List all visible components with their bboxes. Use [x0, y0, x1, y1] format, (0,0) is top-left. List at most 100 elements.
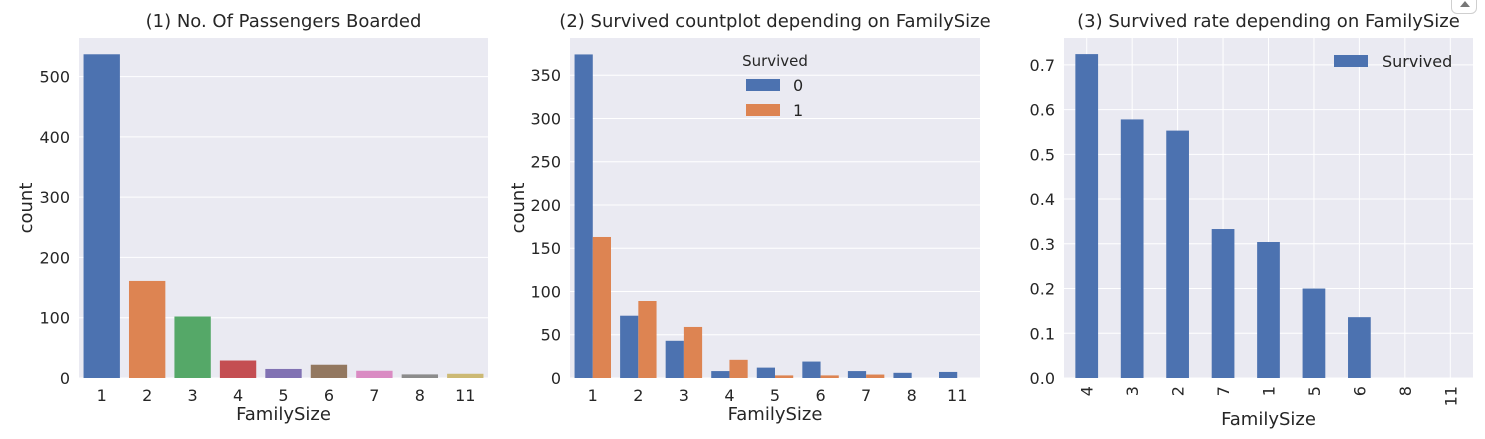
y-tick-label: 300	[530, 109, 561, 128]
y-tick-label: 400	[39, 128, 70, 147]
legend-label-0: 0	[793, 76, 803, 95]
x-tick-label: 2	[142, 386, 152, 405]
bar-survived-0-familysize-5	[756, 367, 775, 378]
y-tick-label: 300	[39, 188, 70, 207]
x-axis-label: FamilySize	[728, 404, 823, 425]
y-tick-label: 500	[39, 68, 70, 87]
y-tick-label: 0	[551, 369, 561, 388]
legend-title: Survived	[742, 52, 808, 70]
y-tick-label: 0.2	[1030, 280, 1055, 299]
legend-swatch-0	[746, 79, 780, 91]
chart-title: (3) Survived rate depending on FamilySiz…	[1077, 11, 1460, 32]
bar-familysize-6	[310, 364, 348, 378]
x-tick-label: 6	[1350, 386, 1369, 396]
x-tick-label: 4	[233, 386, 243, 405]
y-tick-label: 0.5	[1030, 145, 1055, 164]
y-tick-label: 150	[530, 239, 561, 258]
bar-familysize-4	[219, 360, 257, 378]
y-tick-label: 0.0	[1030, 369, 1055, 388]
panel-survived-countplot: 0 50 100 150 200 250 300 350 1 2 3 4 5 6 7 8 11 (2) Sur…	[508, 11, 991, 425]
legend: Survived	[1334, 52, 1452, 71]
panel-survived-rate: 0.0 0.1 0.2 0.3 0.4 0.5 0.6 0.7 4 3 2 7 1 5 6 8 11 (3) …	[1030, 11, 1473, 430]
x-tick-label: 2	[633, 386, 643, 405]
y-tick-label: 0.1	[1030, 324, 1055, 343]
bar-rate-familysize-6	[1348, 317, 1371, 378]
x-tick-label: 4	[1078, 386, 1097, 396]
bar-rate-familysize-2	[1166, 130, 1189, 378]
legend-swatch-survived	[1334, 55, 1368, 67]
legend-label-1: 1	[793, 101, 803, 120]
bar-survived-0-familysize-6	[802, 361, 821, 378]
legend-label-survived: Survived	[1382, 52, 1452, 71]
bar-familysize-3	[174, 316, 211, 378]
y-tick-label: 200	[39, 248, 70, 267]
x-tick-label: 11	[1441, 386, 1460, 406]
y-tick-label: 50	[541, 326, 561, 345]
bar-survived-1-familysize-6	[820, 375, 839, 378]
x-tick-label: 7	[861, 386, 871, 405]
y-tick-label: 0.3	[1030, 235, 1055, 254]
x-tick-label: 2	[1169, 386, 1188, 396]
y-axis-label: count	[508, 183, 529, 234]
x-tick-label: 8	[415, 386, 425, 405]
bar-rate-familysize-5	[1302, 288, 1326, 378]
bar-rate-familysize-4	[1075, 54, 1099, 379]
collapse-output-button[interactable]	[1451, 0, 1477, 14]
y-tick-label: 350	[530, 66, 561, 85]
x-tick-label: 11	[947, 386, 967, 405]
y-axis-label: count	[16, 183, 37, 234]
x-axis-label: FamilySize	[1221, 409, 1316, 430]
bar-familysize-5	[265, 368, 302, 378]
legend: Survived 0 1	[742, 52, 808, 120]
x-tick-label: 1	[1260, 386, 1279, 396]
y-tick-label: 200	[530, 196, 561, 215]
bar-familysize-1	[83, 54, 120, 378]
bar-survived-0-familysize-1	[574, 54, 593, 379]
bar-survived-1-familysize-1	[592, 236, 611, 378]
y-tick-label: 0.6	[1030, 101, 1055, 120]
bar-survived-0-familysize-2	[620, 315, 639, 378]
bar-survived-1-familysize-3	[683, 326, 703, 378]
x-tick-label: 5	[770, 386, 780, 405]
y-tick-label: 250	[530, 153, 561, 172]
y-tick-label: 100	[530, 282, 561, 301]
chevron-up-icon	[1460, 1, 1470, 7]
bar-familysize-11	[447, 373, 484, 378]
x-tick-label: 5	[1305, 386, 1324, 396]
bar-survived-0-familysize-8	[893, 372, 912, 378]
x-tick-label: 7	[369, 386, 379, 405]
bar-survived-1-familysize-4	[729, 359, 748, 378]
bar-survived-1-familysize-5	[775, 375, 794, 378]
panel-passengers-boarded: 0 100 200 300 400 500 1 2 3 4 5 6 7 8 11 (1) No. Of P…	[16, 11, 488, 425]
x-tick-label: 11	[455, 386, 475, 405]
x-tick-label: 3	[1123, 386, 1142, 396]
y-tick-label: 0.7	[1030, 56, 1055, 75]
y-tick-label: 100	[39, 309, 70, 328]
x-tick-label: 5	[278, 386, 288, 405]
chart-title: (2) Survived countplot depending on Fami…	[559, 11, 990, 32]
x-tick-label: 6	[324, 386, 334, 405]
x-axis-label: FamilySize	[236, 404, 331, 425]
bar-rate-familysize-1	[1257, 242, 1280, 378]
bar-familysize-2	[128, 280, 166, 378]
legend-swatch-1	[746, 104, 780, 116]
bar-survived-0-familysize-4	[711, 371, 730, 378]
bar-familysize-7	[356, 370, 393, 378]
y-tick-label: 0.4	[1030, 190, 1055, 209]
x-tick-label: 7	[1214, 386, 1233, 396]
x-tick-label: 8	[907, 386, 917, 405]
y-tick-label: 0	[60, 369, 70, 388]
bar-rate-familysize-7	[1211, 229, 1235, 378]
x-tick-label: 1	[588, 386, 598, 405]
x-tick-label: 3	[188, 386, 198, 405]
bar-rate-familysize-3	[1120, 119, 1144, 378]
bar-survived-0-familysize-7	[847, 371, 867, 378]
x-tick-label: 8	[1396, 386, 1415, 396]
x-tick-label: 6	[815, 386, 825, 405]
x-tick-label: 1	[97, 386, 107, 405]
bar-survived-1-familysize-7	[866, 374, 885, 378]
x-tick-label: 4	[724, 386, 734, 405]
chart-title: (1) No. Of Passengers Boarded	[146, 11, 422, 32]
bar-familysize-8	[401, 374, 439, 378]
